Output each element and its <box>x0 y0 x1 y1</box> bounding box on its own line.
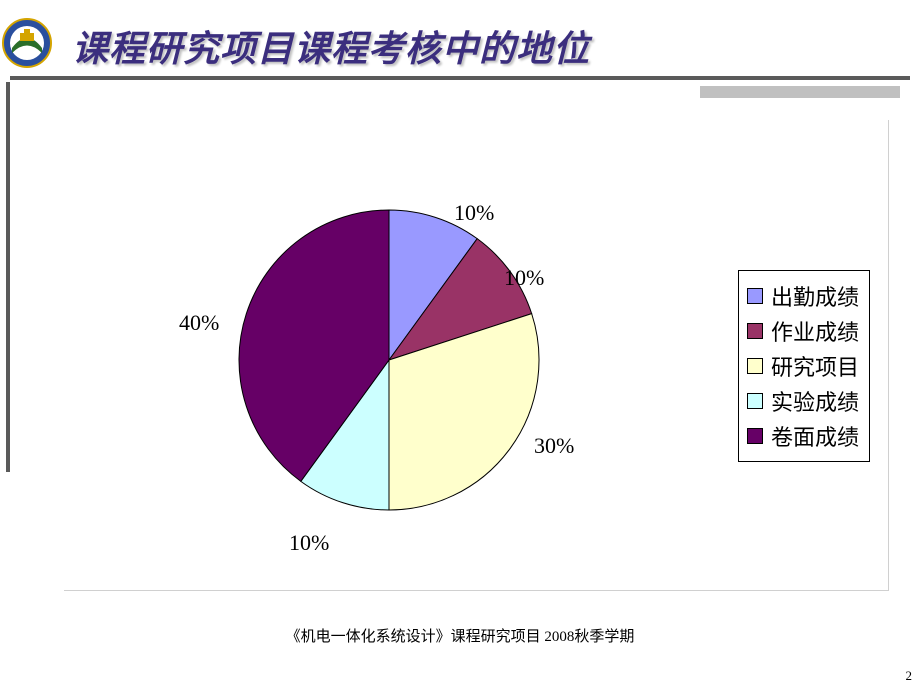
pie-slice-label: 10% <box>504 265 544 291</box>
page-title: 课程研究项目课程考核中的地位 <box>72 20 590 72</box>
legend-label: 作业成绩 <box>771 315 859 347</box>
page-number: 2 <box>906 668 913 684</box>
legend-label: 卷面成绩 <box>771 420 859 452</box>
pie-slice-label: 10% <box>454 200 494 226</box>
legend-item: 出勤成绩 <box>747 280 859 312</box>
legend-item: 实验成绩 <box>747 385 859 417</box>
chart-area: 10% 10% 30% 10% 40% 出勤成绩作业成绩研究项目实验成绩卷面成绩 <box>64 120 889 591</box>
pie-slice-label: 40% <box>179 310 219 336</box>
legend-item: 卷面成绩 <box>747 420 859 452</box>
institution-logo <box>2 18 52 68</box>
legend-item: 作业成绩 <box>747 315 859 347</box>
pie-slice-label: 10% <box>289 530 329 556</box>
legend-label: 实验成绩 <box>771 385 859 417</box>
legend-item: 研究项目 <box>747 350 859 382</box>
legend-swatch <box>747 428 763 444</box>
left-rule <box>6 82 10 472</box>
pie-slice-label: 30% <box>534 433 574 459</box>
pie-chart <box>234 205 544 515</box>
footer-text: 《机电一体化系统设计》课程研究项目 2008秋季学期 <box>0 625 920 646</box>
legend: 出勤成绩作业成绩研究项目实验成绩卷面成绩 <box>738 270 870 462</box>
legend-swatch <box>747 288 763 304</box>
legend-label: 出勤成绩 <box>771 280 859 312</box>
legend-label: 研究项目 <box>771 350 859 382</box>
title-rule-dark <box>10 76 910 80</box>
legend-swatch <box>747 393 763 409</box>
legend-swatch <box>747 323 763 339</box>
title-rule-light <box>700 86 900 98</box>
legend-swatch <box>747 358 763 374</box>
